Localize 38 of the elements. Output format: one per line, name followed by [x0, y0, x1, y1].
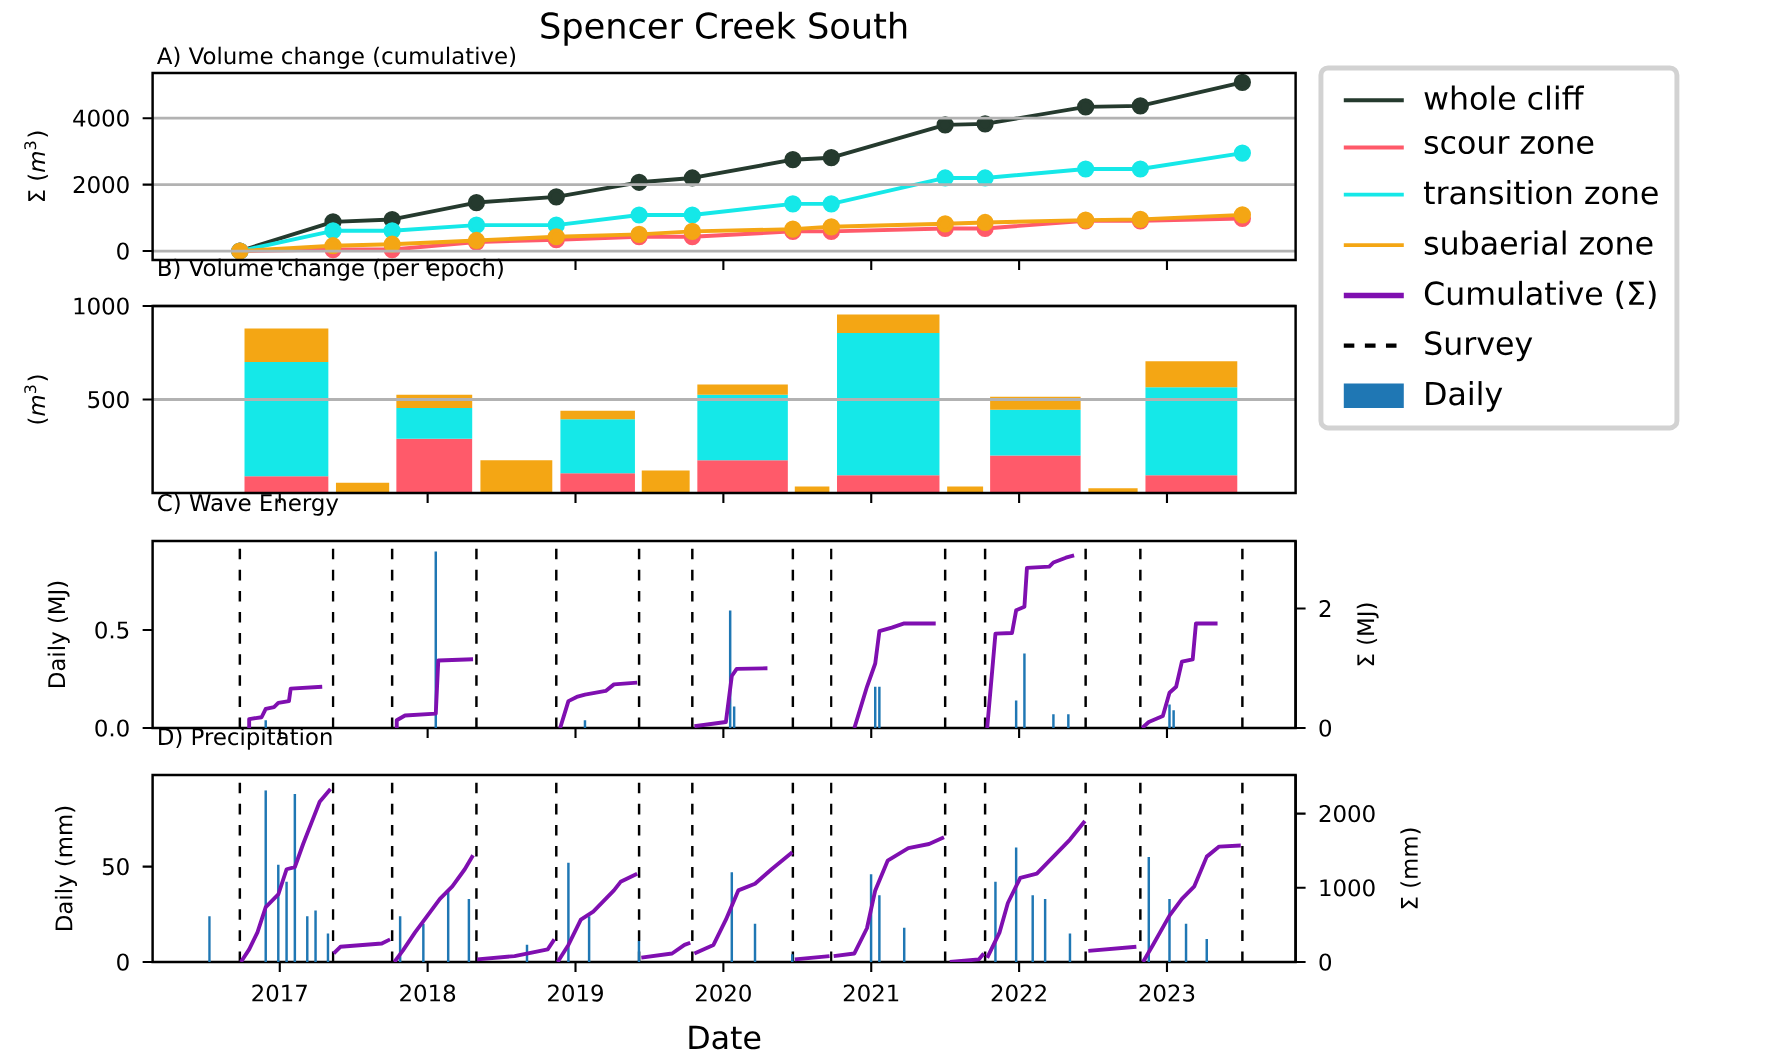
chart-subtitle: A) Volume change (cumulative)	[156, 46, 516, 69]
y2-tick-label: 2	[1319, 600, 1331, 617]
y-tick-label: 4000	[73, 109, 129, 127]
x-tick-label: 2020	[695, 984, 751, 1002]
legend-label: scour zone	[1424, 135, 1594, 155]
x-tick-label: 2019	[548, 984, 603, 1002]
y-axis-title: Σ (m$^{3}$)	[24, 131, 48, 202]
x-tick-label: 2017	[252, 984, 307, 1002]
y-axis-title: (m$^{3}$)	[24, 375, 48, 424]
y-tick-label: 0	[117, 242, 129, 260]
legend-label: subaerial zone	[1424, 230, 1653, 255]
y2-tick-label: 0	[1319, 953, 1332, 971]
y2-tick-label: 0	[1319, 719, 1332, 737]
x-tick-label: 2022	[991, 984, 1046, 1002]
y-tick-label: 0	[117, 953, 129, 971]
x-axis-title: Date	[689, 1025, 761, 1050]
y2-axis-title: Σ (mm)	[1400, 828, 1421, 909]
chart-title: C) Wave Energy	[158, 493, 339, 516]
text: Daily	[1426, 381, 1503, 412]
y2-tick-label: 1000	[1320, 879, 1375, 897]
legend-label: whole cliff	[1424, 85, 1585, 111]
x-tick-label: 2023	[1139, 984, 1195, 1002]
chart-title: Spencer Creek South	[541, 11, 907, 46]
x-tick-label: 2021	[843, 984, 899, 1002]
y-tick-label: 1000	[74, 297, 129, 315]
text: Cumulative (Σ)	[1424, 280, 1656, 310]
text: Survey	[1425, 331, 1533, 362]
y-tick-label: 2000	[73, 176, 129, 194]
y-tick-label: 0.5	[95, 621, 129, 639]
legend-label: transition zone	[1423, 180, 1658, 205]
y-tick-label: 50	[102, 857, 129, 876]
y2-tick-label: 2000	[1319, 804, 1375, 823]
y-axis-title: Daily (mm)	[54, 806, 77, 930]
x-tick-label: 2018	[400, 984, 456, 1002]
y2-axis-title: Σ (MJ)	[1356, 603, 1379, 666]
y-tick-label: 500	[88, 390, 129, 409]
y-tick-label: 0.0	[95, 719, 129, 737]
y-axis-title: Daily (MJ)	[47, 581, 70, 687]
